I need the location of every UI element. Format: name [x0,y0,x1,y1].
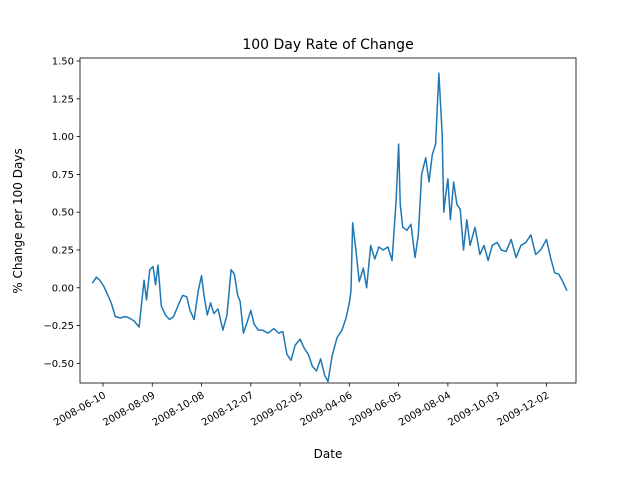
chart-title: 100 Day Rate of Change [242,37,413,53]
x-tick-label: 2009-06-05 [348,390,404,429]
x-tick-label: 2009-10-03 [446,390,502,429]
y-tick-label: 0.25 [52,245,74,256]
x-tick-label: 2009-04-06 [299,390,355,429]
x-tick-label: 2008-06-10 [52,390,108,429]
y-tick-label: −0.50 [43,359,74,370]
x-axis-label: Date [314,447,343,461]
x-tick-label: 2009-08-04 [397,390,453,429]
x-tick-label: 2008-08-09 [101,390,157,429]
x-tick-label: 2008-12-07 [200,390,256,429]
plot-area: −0.50 −0.25 0.00 0.25 0.50 0.75 1.00 1.25 1.50 20… [43,57,577,429]
y-tick-label: 1.00 [52,132,74,143]
y-tick-label: −0.25 [43,321,74,332]
y-axis-label: % Change per 100 Days [11,148,25,293]
x-tick-label: 2009-12-02 [496,390,552,429]
y-tick-label: 1.25 [52,94,74,105]
y-tick-label: 0.50 [52,208,74,219]
y-tick-label: 0.00 [52,283,74,294]
plot-frame [79,57,577,384]
x-tick-label: 2008-10-08 [151,390,207,429]
series-line-0 [91,72,568,383]
y-tick-label: 1.50 [52,57,74,68]
x-tick-label: 2009-02-05 [249,390,305,429]
y-tick-label: 0.75 [52,170,74,181]
